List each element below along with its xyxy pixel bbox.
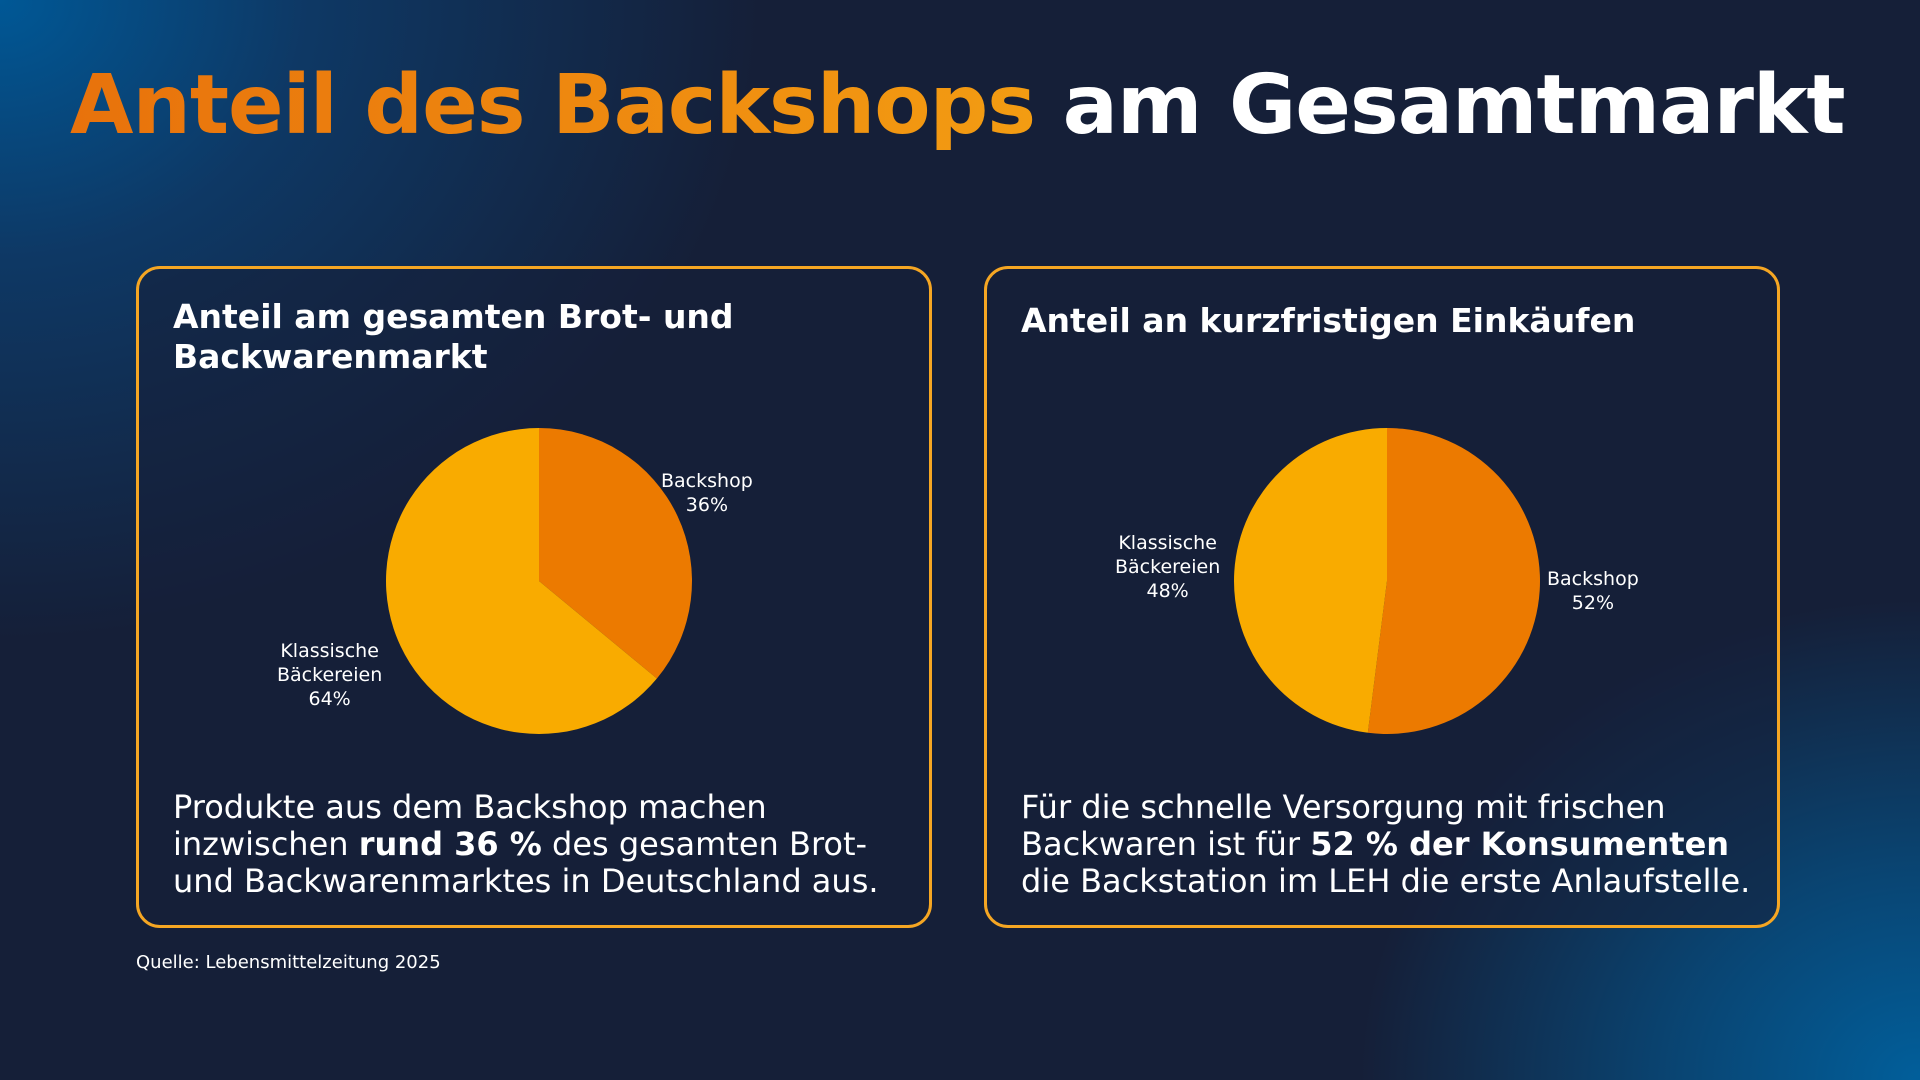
source-note: Quelle: Lebensmittelzeitung 2025 — [136, 952, 441, 973]
pie-chart-market-share — [386, 428, 692, 734]
card-description: Produkte aus dem Backshop machen inzwisc… — [173, 789, 913, 900]
card-description-highlight: 52 % der Konsumenten — [1310, 825, 1730, 863]
pie-label-backshop: Backshop 52% — [1547, 567, 1639, 615]
pie-label-klassische-value: 64% — [308, 688, 351, 710]
pie-label-klassische-value: 48% — [1146, 580, 1189, 602]
card-description-part-1: Für die schnelle Versorgung mit frischen… — [1021, 788, 1666, 863]
pie-label-klassische-name-1: Klassische — [280, 640, 379, 662]
pie-label-backshop-value: 36% — [685, 494, 728, 516]
card-description: Für die schnelle Versorgung mit frischen… — [1021, 789, 1761, 900]
short-term-purchases-card: Anteil an kurzfristigen Einkäufen Klassi… — [984, 266, 1780, 928]
card-description-part-2: des gesamten Brot- und Backwarenmarktes … — [173, 825, 879, 900]
pie-label-backshop-value: 52% — [1571, 592, 1614, 614]
card-description-part-2: die Backstation im LEH die erste Anlaufs… — [1021, 862, 1751, 900]
page-title-rest: am Gesamtmarkt — [1035, 58, 1846, 153]
pie-slice-backshop — [1367, 428, 1540, 734]
pie-label-klassische: Klassische Bäckereien 64% — [277, 639, 382, 711]
page-title: Anteil des Backshops am Gesamtmarkt — [70, 58, 1846, 153]
pie-chart-short-term-purchases — [1234, 428, 1540, 734]
card-description-highlight: rund 36 % — [358, 825, 542, 863]
pie-slice-klassische-bäckereien — [386, 428, 657, 734]
card-title: Anteil an kurzfristigen Einkäufen — [1021, 301, 1636, 340]
card-title: Anteil am gesamten Brot- und Backwarenma… — [173, 297, 734, 376]
pie-label-klassische-name-2: Bäckereien — [277, 664, 383, 686]
pie-label-backshop: Backshop 36% — [661, 469, 753, 517]
pie-label-backshop-name: Backshop — [1547, 568, 1639, 590]
card-description-part-1: Produkte aus dem Backshop machen inzwisc… — [173, 788, 767, 863]
market-share-card: Anteil am gesamten Brot- und Backwarenma… — [136, 266, 932, 928]
pie-slice-klassische-bäckereien — [1234, 428, 1387, 733]
pie-slice-backshop — [539, 428, 692, 679]
pie-label-klassische: Klassische Bäckereien 48% — [1115, 531, 1220, 603]
pie-label-klassische-name-2: Bäckereien — [1115, 556, 1221, 578]
page-title-accent: Anteil des Backshops — [70, 58, 1036, 153]
pie-label-klassische-name-1: Klassische — [1118, 532, 1217, 554]
pie-label-backshop-name: Backshop — [661, 470, 753, 492]
